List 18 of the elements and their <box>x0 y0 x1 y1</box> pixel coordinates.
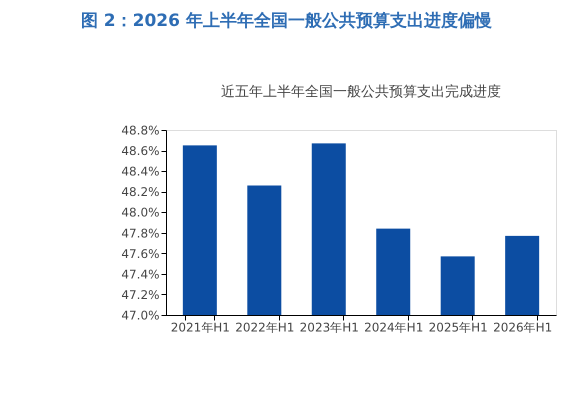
x-tick-label: 2025年H1 <box>428 320 488 334</box>
y-tick-label: 47.2% <box>121 288 160 302</box>
y-tick-label: 48.6% <box>121 144 160 158</box>
x-tick-label: 2026年H1 <box>493 320 552 334</box>
y-tick-label: 48.0% <box>121 206 160 220</box>
y-tick-label: 47.6% <box>121 246 160 261</box>
y-tick-label: 47.4% <box>121 267 160 282</box>
y-tick-label: 47.8% <box>121 226 160 240</box>
y-tick-label: 48.2% <box>121 185 160 200</box>
x-tick-label: 2022年H1 <box>235 320 294 334</box>
x-tick-label: 2024年H1 <box>364 320 424 334</box>
chart-subtitle: 近五年上半年全国一般公共预算支出完成进度 <box>221 84 501 100</box>
x-tick-label: 2023年H1 <box>300 320 359 334</box>
y-tick-label: 48.4% <box>121 164 160 179</box>
x-tick-label: 2021年H1 <box>170 320 230 334</box>
y-tick-label: 47.0% <box>121 308 160 322</box>
y-tick-label: 48.8% <box>121 124 160 138</box>
chart-title: 图 2：2026 年上半年全国一般公共预算支出进度偏慢 <box>80 11 492 31</box>
